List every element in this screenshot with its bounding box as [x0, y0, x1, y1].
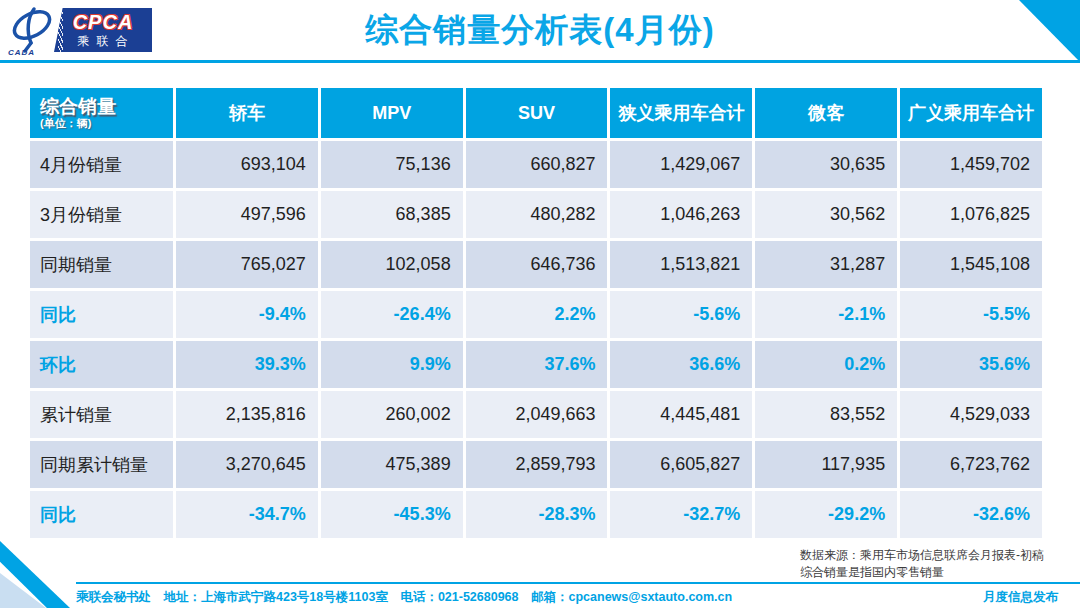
row-label: 同比 — [30, 491, 173, 538]
footnote-line2: 综合销量是指国内零售销量 — [800, 564, 1044, 581]
header-divider — [0, 60, 1080, 63]
column-header: SUV — [466, 88, 608, 138]
footnote-line1: 数据来源：乘用车市场信息联席会月报表-初稿 — [800, 547, 1044, 564]
row-label: 4月份销量 — [30, 141, 173, 188]
percent-cell: -28.3% — [466, 491, 608, 538]
value-cell: 260,002 — [321, 391, 463, 438]
row-label: 同期累计销量 — [30, 441, 173, 488]
value-cell: 6,723,762 — [900, 441, 1042, 488]
column-header: 微客 — [755, 88, 897, 138]
value-cell: 693,104 — [176, 141, 318, 188]
value-cell: 1,545,108 — [900, 241, 1042, 288]
footer-publication-label: 月度信息发布 — [983, 589, 1058, 606]
value-cell: 1,076,825 — [900, 191, 1042, 238]
value-cell: 660,827 — [466, 141, 608, 188]
table-row: 4月份销量693,10475,136660,8271,429,06730,635… — [30, 141, 1042, 188]
column-header: 广义乘用车合计 — [900, 88, 1042, 138]
value-cell: 68,385 — [321, 191, 463, 238]
footer-divider — [76, 582, 1080, 584]
table-corner-cell: 综合销量 (单位：辆) — [30, 88, 173, 138]
percent-cell: -5.5% — [900, 291, 1042, 338]
value-cell: 2,135,816 — [176, 391, 318, 438]
value-cell: 30,562 — [755, 191, 897, 238]
footer-contact-info: 乘联会秘书处 地址：上海市武宁路423号18号楼1103室 电话：021-526… — [76, 589, 732, 606]
table-row: 同期销量765,027102,058646,7361,513,82131,287… — [30, 241, 1042, 288]
percent-cell: 37.6% — [466, 341, 608, 388]
value-cell: 3,270,645 — [176, 441, 318, 488]
row-label: 同期销量 — [30, 241, 173, 288]
percent-cell: 9.9% — [321, 341, 463, 388]
corner-unit: (单位：辆) — [40, 117, 91, 130]
value-cell: 1,429,067 — [610, 141, 752, 188]
column-header: MPV — [321, 88, 463, 138]
table-row: 累计销量2,135,816260,0022,049,6634,445,48183… — [30, 391, 1042, 438]
row-label: 3月份销量 — [30, 191, 173, 238]
value-cell: 31,287 — [755, 241, 897, 288]
value-cell: 1,513,821 — [610, 241, 752, 288]
value-cell: 1,046,263 — [610, 191, 752, 238]
percent-cell: -2.1% — [755, 291, 897, 338]
value-cell: 646,736 — [466, 241, 608, 288]
percent-cell: 36.6% — [610, 341, 752, 388]
table-row: 同比-34.7%-45.3%-28.3%-32.7%-29.2%-32.6% — [30, 491, 1042, 538]
percent-cell: -9.4% — [176, 291, 318, 338]
percent-cell: 2.2% — [466, 291, 608, 338]
value-cell: 102,058 — [321, 241, 463, 288]
slide-page: CADA CPCA 乘联合 综合销量分析表(4月份) 综合销量 (单位：辆) 轿… — [0, 0, 1080, 608]
value-cell: 4,445,481 — [610, 391, 752, 438]
table-row: 环比39.3%9.9%37.6%36.6%0.2%35.6% — [30, 341, 1042, 388]
value-cell: 75,136 — [321, 141, 463, 188]
value-cell: 83,552 — [755, 391, 897, 438]
value-cell: 117,935 — [755, 441, 897, 488]
value-cell: 765,027 — [176, 241, 318, 288]
sales-table: 综合销量 (单位：辆) 轿车MPVSUV狭义乘用车合计微客广义乘用车合计 4月份… — [30, 88, 1042, 538]
value-cell: 2,049,663 — [466, 391, 608, 438]
corner-title: 综合销量 — [40, 96, 116, 117]
value-cell: 475,389 — [321, 441, 463, 488]
percent-cell: -29.2% — [755, 491, 897, 538]
percent-cell: -32.7% — [610, 491, 752, 538]
percent-cell: -26.4% — [321, 291, 463, 338]
data-source-footnote: 数据来源：乘用车市场信息联席会月报表-初稿 综合销量是指国内零售销量 — [800, 547, 1044, 581]
value-cell: 2,859,793 — [466, 441, 608, 488]
percent-cell: 35.6% — [900, 341, 1042, 388]
value-cell: 1,459,702 — [900, 141, 1042, 188]
value-cell: 6,605,827 — [610, 441, 752, 488]
column-header: 轿车 — [176, 88, 318, 138]
percent-cell: 39.3% — [176, 341, 318, 388]
table-row: 3月份销量497,59668,385480,2821,046,26330,562… — [30, 191, 1042, 238]
percent-cell: -34.7% — [176, 491, 318, 538]
percent-cell: -45.3% — [321, 491, 463, 538]
value-cell: 30,635 — [755, 141, 897, 188]
page-title: 综合销量分析表(4月份) — [0, 8, 1080, 53]
row-label: 环比 — [30, 341, 173, 388]
percent-cell: -32.6% — [900, 491, 1042, 538]
value-cell: 497,596 — [176, 191, 318, 238]
value-cell: 4,529,033 — [900, 391, 1042, 438]
value-cell: 480,282 — [466, 191, 608, 238]
row-label: 累计销量 — [30, 391, 173, 438]
table-row: 同比-9.4%-26.4%2.2%-5.6%-2.1%-5.5% — [30, 291, 1042, 338]
row-label: 同比 — [30, 291, 173, 338]
table-row: 同期累计销量3,270,645475,3892,859,7936,605,827… — [30, 441, 1042, 488]
table-header-row: 综合销量 (单位：辆) 轿车MPVSUV狭义乘用车合计微客广义乘用车合计 — [30, 88, 1042, 138]
percent-cell: -5.6% — [610, 291, 752, 338]
percent-cell: 0.2% — [755, 341, 897, 388]
column-header: 狭义乘用车合计 — [610, 88, 752, 138]
